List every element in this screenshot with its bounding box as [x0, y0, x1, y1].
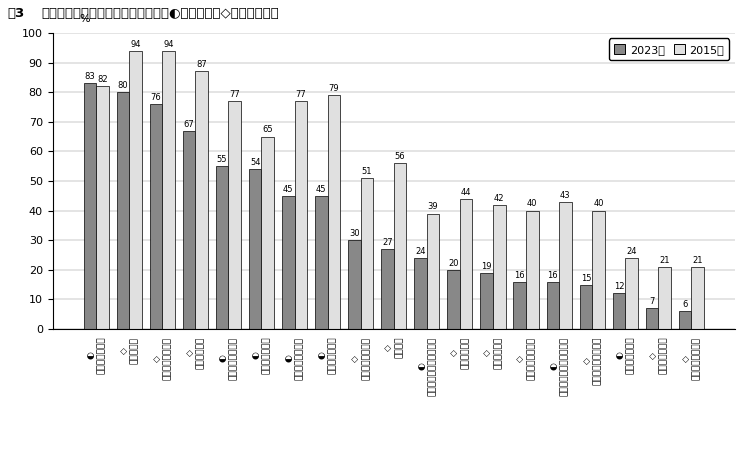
Bar — [328, 95, 340, 329]
Text: 55: 55 — [217, 155, 227, 164]
Text: 42: 42 — [494, 194, 505, 203]
Bar — [195, 71, 208, 329]
Text: 51: 51 — [362, 167, 372, 176]
Bar — [646, 308, 658, 329]
Text: 21: 21 — [659, 256, 670, 265]
Text: 24: 24 — [626, 247, 637, 256]
Text: 94: 94 — [164, 39, 174, 48]
Text: 54: 54 — [250, 158, 260, 167]
Text: 12: 12 — [614, 282, 624, 291]
Text: 7: 7 — [650, 297, 655, 306]
Bar — [447, 270, 460, 329]
Bar — [96, 86, 109, 329]
Bar — [183, 131, 195, 329]
Bar — [83, 83, 96, 329]
Bar — [150, 104, 162, 329]
Text: 82: 82 — [97, 75, 108, 84]
Bar — [658, 267, 671, 329]
Bar — [580, 285, 592, 329]
Bar — [592, 211, 604, 329]
Text: 16: 16 — [548, 271, 558, 280]
Text: 20: 20 — [448, 258, 459, 268]
Text: 94: 94 — [130, 39, 141, 48]
Text: 43: 43 — [560, 191, 571, 200]
Text: 77: 77 — [296, 90, 306, 99]
Bar — [547, 282, 559, 329]
Bar — [229, 101, 241, 329]
Bar — [526, 211, 538, 329]
Text: 24: 24 — [416, 247, 426, 256]
Bar — [295, 101, 307, 329]
Text: 80: 80 — [118, 81, 128, 90]
Bar — [116, 92, 129, 329]
Legend: 2023年, 2015年: 2023年, 2015年 — [609, 39, 730, 60]
Text: 16: 16 — [514, 271, 525, 280]
Text: 図3: 図3 — [8, 7, 25, 20]
Text: 27: 27 — [382, 238, 393, 247]
Bar — [692, 267, 704, 329]
Text: 45: 45 — [283, 185, 293, 194]
Bar — [460, 199, 472, 329]
Text: 40: 40 — [593, 199, 604, 209]
Text: 21: 21 — [692, 256, 703, 265]
Text: 6: 6 — [682, 300, 688, 309]
Text: 30: 30 — [349, 229, 360, 238]
Text: 19: 19 — [482, 262, 492, 271]
Bar — [162, 51, 175, 329]
Bar — [361, 178, 374, 329]
Text: さまざまな環境配慮行動の実行度（◐ごみ減量／◇省エネなど）: さまざまな環境配慮行動の実行度（◐ごみ減量／◇省エネなど） — [41, 7, 279, 20]
Bar — [348, 240, 361, 329]
Text: 77: 77 — [230, 90, 240, 99]
Text: 87: 87 — [196, 60, 207, 69]
Bar — [559, 202, 572, 329]
Text: 45: 45 — [316, 185, 326, 194]
Bar — [282, 196, 295, 329]
Text: 76: 76 — [151, 93, 161, 102]
Bar — [427, 213, 439, 329]
Bar — [249, 169, 262, 329]
Bar — [493, 204, 506, 329]
Bar — [679, 311, 692, 329]
Text: 44: 44 — [461, 188, 472, 196]
Bar — [481, 273, 493, 329]
Text: 15: 15 — [580, 274, 591, 282]
Bar — [414, 258, 427, 329]
Text: 56: 56 — [394, 152, 405, 161]
Text: 39: 39 — [427, 203, 439, 212]
Text: 83: 83 — [85, 72, 95, 81]
Text: 65: 65 — [262, 125, 273, 134]
Bar — [216, 166, 229, 329]
Bar — [262, 136, 274, 329]
Text: %: % — [80, 14, 90, 24]
Bar — [613, 293, 626, 329]
Bar — [315, 196, 328, 329]
Bar — [626, 258, 638, 329]
Text: 67: 67 — [184, 119, 194, 128]
Bar — [514, 282, 526, 329]
Bar — [129, 51, 142, 329]
Text: 40: 40 — [527, 199, 538, 209]
Bar — [394, 163, 406, 329]
Text: 79: 79 — [328, 84, 339, 93]
Bar — [381, 249, 394, 329]
